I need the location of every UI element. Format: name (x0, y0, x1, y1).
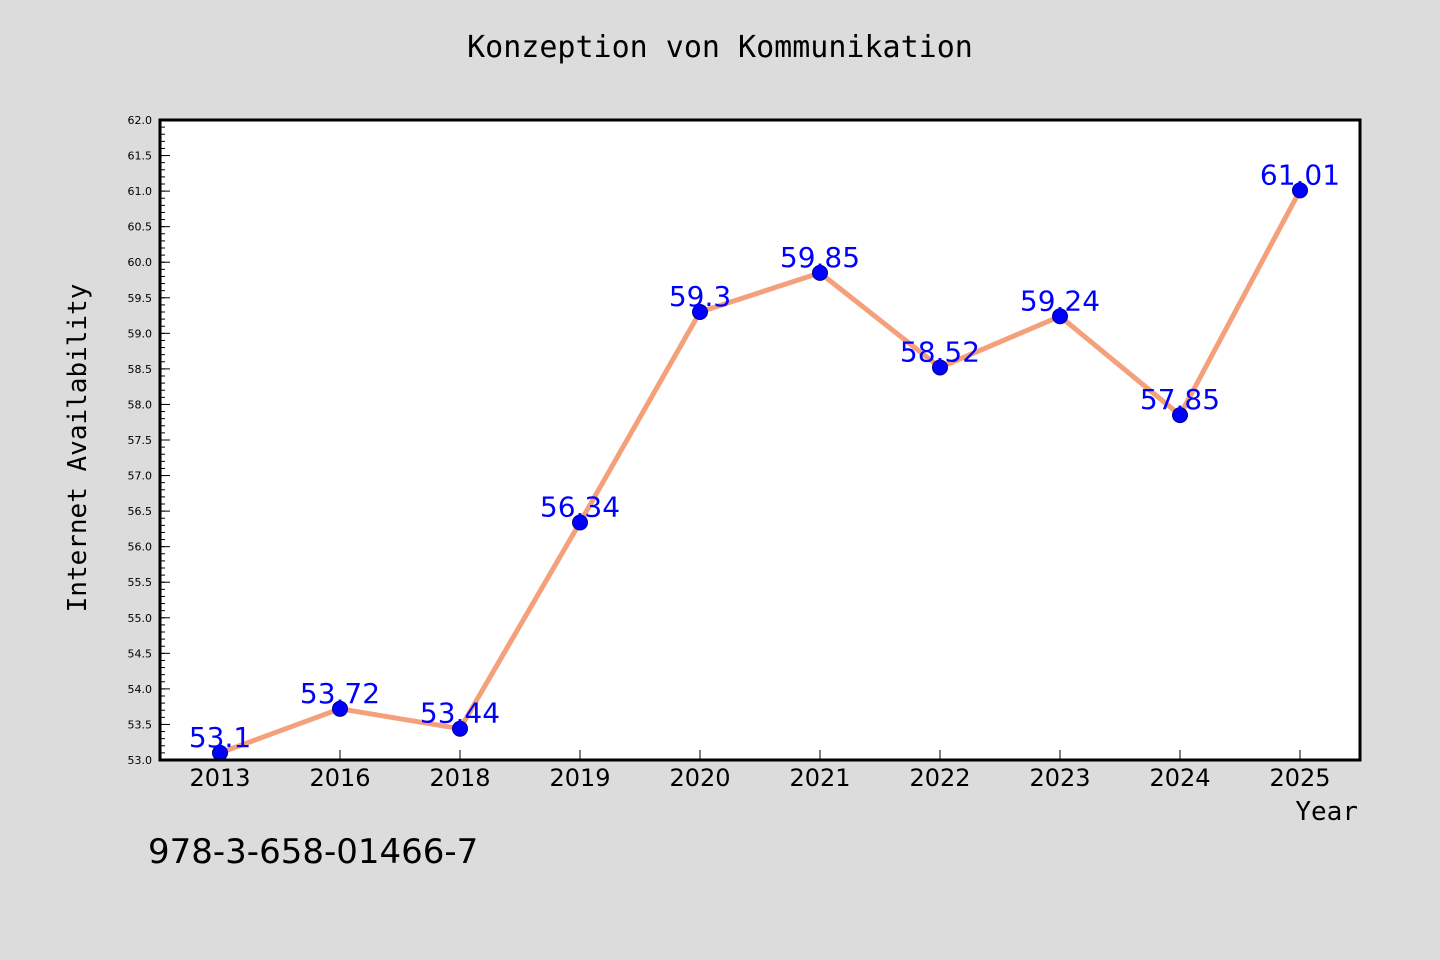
data-point (452, 720, 468, 737)
y-tick-label: 61.5 (128, 150, 153, 163)
data-label: 61.01 (1260, 158, 1340, 191)
data-label: 57.85 (1140, 383, 1220, 416)
y-tick-label: 61.0 (128, 185, 153, 198)
series-line (217, 187, 1303, 756)
y-tick-label: 60.0 (128, 256, 153, 269)
x-tick-label: 2020 (669, 764, 730, 792)
y-tick-label: 54.5 (128, 647, 153, 660)
x-tick-label: 2023 (1029, 764, 1090, 792)
data-point (572, 514, 588, 531)
data-point (1292, 182, 1308, 199)
data-label: 53.44 (420, 697, 500, 730)
data-point (932, 359, 948, 376)
data-point (332, 700, 348, 717)
y-tick-label: 53.5 (128, 718, 153, 731)
y-tick-label: 56.5 (128, 505, 153, 518)
y-tick-label: 56.0 (128, 541, 153, 554)
data-label: 58.52 (900, 335, 980, 368)
y-tick-label: 53.0 (128, 754, 153, 767)
y-tick-label: 59.0 (128, 327, 153, 340)
y-tick-label: 57.5 (128, 434, 153, 447)
data-label: 56.34 (540, 490, 620, 523)
data-label: 59.85 (780, 241, 860, 274)
chart-title: Konzeption von Kommunikation (467, 30, 973, 65)
x-tick-label: 2025 (1269, 764, 1330, 792)
y-tick-label: 55.5 (128, 576, 153, 589)
y-tick-label: 59.5 (128, 292, 153, 305)
isbn-text: 978-3-658-01466-7 (148, 832, 479, 872)
data-point (1172, 407, 1188, 424)
x-tick-label: 2013 (189, 764, 250, 792)
data-label: 53.1 (189, 721, 251, 754)
data-label: 59.24 (1020, 284, 1100, 317)
y-tick-label: 58.5 (128, 363, 153, 376)
x-axis-label: Year (1295, 797, 1358, 827)
y-tick-label: 58.0 (128, 398, 153, 411)
series-line-group (217, 187, 1303, 756)
data-label: 53.72 (300, 677, 380, 710)
y-tick-label: 57.0 (128, 470, 153, 483)
y-tick-label: 54.0 (128, 683, 153, 696)
x-tick-label: 2022 (909, 764, 970, 792)
data-markers (212, 182, 1308, 761)
y-tick-label: 60.5 (128, 221, 153, 234)
data-label: 59.3 (669, 280, 731, 313)
data-point (1052, 308, 1068, 325)
x-tick-label: 2024 (1149, 764, 1210, 792)
y-tick-label: 55.0 (128, 612, 153, 625)
x-tick-label: 2018 (429, 764, 490, 792)
x-tick-label: 2016 (309, 764, 370, 792)
data-point (812, 264, 828, 281)
y-tick-label: 62.0 (128, 114, 153, 127)
data-labels: 53.1 53.72 53.44 56.34 59.3 59.85 58.52 59.24 57… (189, 158, 1340, 753)
x-tick-label: 2019 (549, 764, 610, 792)
data-point (692, 304, 708, 320)
x-tick-label: 2021 (789, 764, 850, 792)
x-axis-ticks: 2013 2016 2018 2019 2020 2021 2022 2023 2024 2025 (189, 750, 1331, 792)
y-axis-label: Internet Availability (63, 284, 93, 613)
plot-frame (158, 118, 1362, 762)
plot-area (160, 120, 1360, 760)
